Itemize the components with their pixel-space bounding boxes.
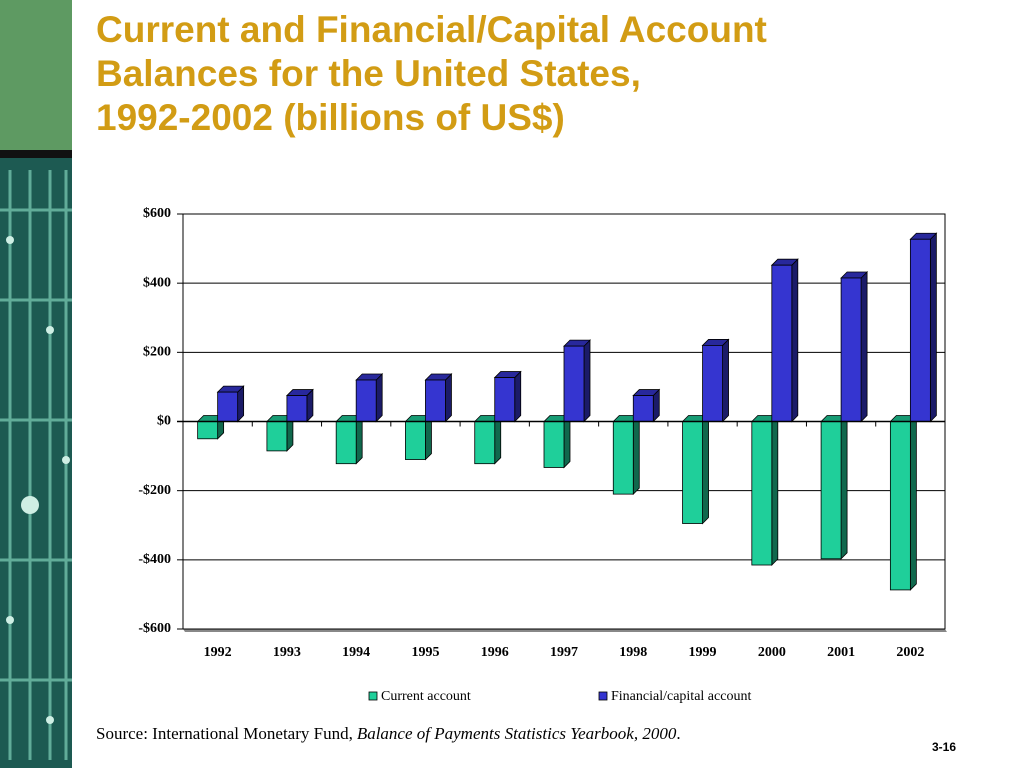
bar (424, 373, 453, 423)
bar-front (543, 421, 565, 468)
bar-front (612, 421, 634, 495)
bar (335, 414, 364, 465)
bar (285, 388, 314, 423)
x-tick-label: 1997 (550, 645, 578, 660)
bar-front (494, 377, 516, 422)
y-tick-label: $400 (143, 275, 171, 290)
bar (404, 414, 433, 461)
plot-floor (183, 629, 947, 632)
bar (909, 232, 938, 423)
bar (840, 271, 869, 423)
bar-front (474, 421, 496, 465)
bar-front (909, 238, 931, 422)
bar (770, 258, 799, 423)
bar-side (355, 414, 363, 465)
bar-front (286, 395, 308, 422)
x-tick-label: 1995 (411, 645, 439, 660)
bar-side (583, 339, 591, 423)
bar-front (355, 379, 377, 422)
bar (543, 414, 571, 469)
bar-side (494, 414, 502, 465)
bar-front (702, 345, 723, 422)
y-tick-label: $200 (143, 345, 171, 360)
source-end: . (676, 724, 681, 743)
bar-front (771, 264, 793, 422)
bar-side (514, 370, 522, 423)
bar (632, 388, 661, 423)
legend-label: Current account (381, 689, 471, 704)
bar-side (722, 338, 729, 423)
bar (473, 414, 502, 465)
title-line: 1992-2002 (billions of US$) (96, 97, 565, 138)
x-tick-label: 1996 (481, 645, 509, 660)
bar-front (889, 421, 911, 591)
legend-swatch (598, 691, 608, 701)
bar-front (425, 379, 446, 422)
x-tick-label: 2000 (758, 645, 786, 660)
bar-front (217, 391, 239, 422)
bar (493, 370, 522, 423)
bar (889, 414, 918, 591)
bar-side (840, 414, 848, 560)
bar-front (751, 421, 773, 566)
chart-title: Current and Financial/Capital Account Bal… (96, 8, 767, 140)
bar (265, 414, 294, 452)
bar-side (563, 414, 571, 469)
bar-front (820, 421, 842, 560)
bar-side (929, 232, 937, 423)
bar-front (335, 421, 357, 465)
x-tick-label: 1999 (689, 645, 717, 660)
bar-front (405, 421, 426, 460)
bar (701, 338, 730, 423)
bar-front (840, 277, 862, 422)
bar-side (375, 373, 383, 423)
x-tick-label: 1998 (619, 645, 647, 660)
bar (355, 373, 384, 423)
source-text: Source: International Monetary Fund, (96, 724, 353, 743)
title-line: Balances for the United States, (96, 53, 641, 94)
side-decoration (0, 0, 72, 768)
source-title: Balance of Payments Statistics Yearbook,… (356, 724, 677, 743)
legend-label: Financial/capital account (611, 689, 751, 704)
bar-side (860, 271, 868, 423)
bar-side (771, 414, 779, 566)
x-tick-label: 2001 (827, 645, 855, 660)
bar-front (266, 421, 288, 452)
x-tick-label: 2002 (896, 645, 924, 660)
bar (750, 414, 779, 566)
y-tick-label: -$600 (138, 621, 171, 636)
bar (681, 414, 710, 525)
y-tick-label: -$200 (138, 483, 171, 498)
x-tick-label: 1993 (273, 645, 301, 660)
y-tick-label: $0 (157, 414, 171, 429)
bar (216, 385, 245, 423)
bar-side (632, 414, 640, 496)
legend-swatch (368, 691, 378, 701)
bar-side (791, 258, 799, 423)
bar (563, 339, 591, 423)
page-number: 3-16 (932, 740, 957, 754)
bar-front (563, 345, 585, 422)
title-line: Current and Financial/Capital Account (96, 9, 767, 50)
x-tick-label: 1992 (204, 645, 232, 660)
bar-side (702, 414, 709, 525)
bar (612, 414, 641, 496)
source-note: Source: International Monetary Fund, Bala… (96, 724, 681, 744)
chart: -$600 -$400 -$200 $0 $200 $400 $600 1992 1993 199… (138, 206, 947, 704)
bar (820, 414, 849, 560)
bar-side (445, 373, 452, 423)
y-tick-label: -$400 (138, 552, 171, 567)
x-tick-label: 1994 (342, 645, 370, 660)
bar-front (632, 395, 654, 422)
bar-side (909, 414, 917, 591)
bar-front (197, 421, 219, 440)
y-tick-label: $600 (143, 206, 171, 221)
bar-front (682, 421, 703, 524)
